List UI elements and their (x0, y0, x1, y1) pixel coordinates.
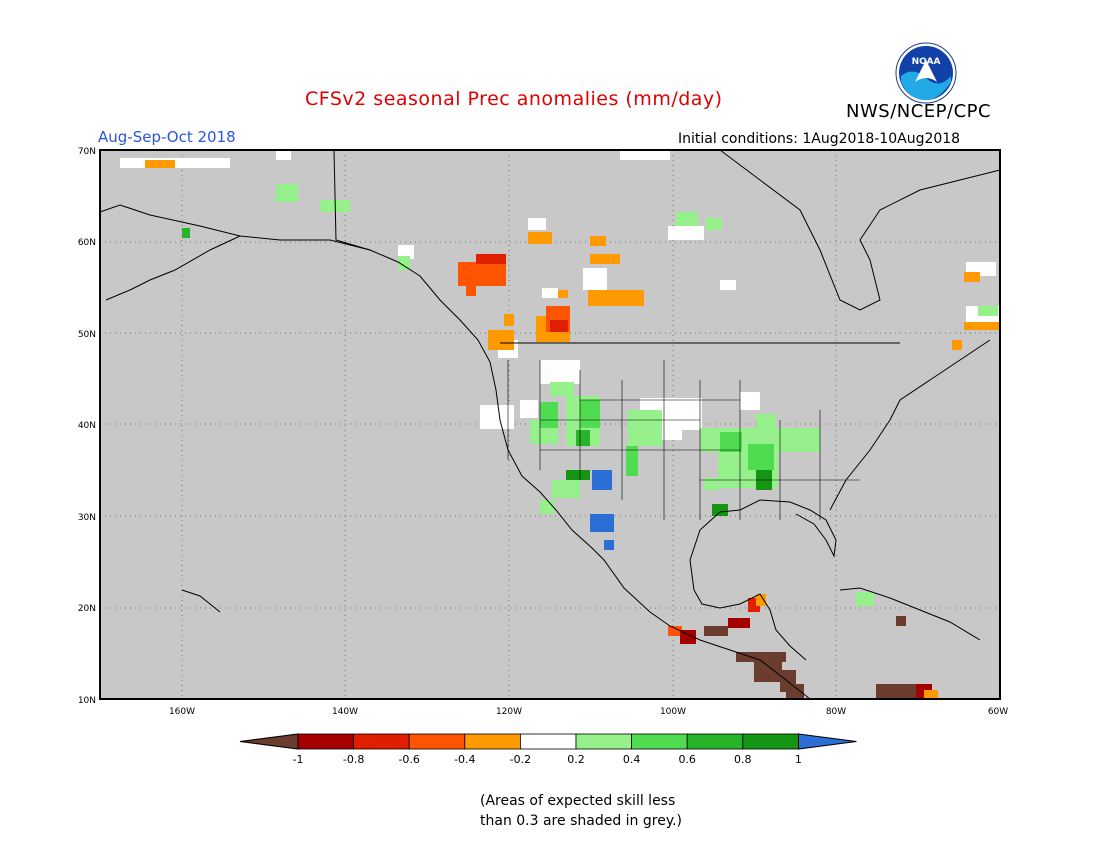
state-borders (507, 360, 860, 520)
colorbar-swatch (742, 733, 799, 750)
skill-footnote: (Areas of expected skill less than 0.3 a… (480, 791, 682, 831)
colorbar-swatch (464, 733, 521, 750)
colorbar-swatch (631, 733, 688, 750)
colorbar-swatch (408, 733, 466, 750)
map-frame (99, 149, 1001, 700)
anomaly-high (590, 470, 614, 550)
lat-tick-label: 40N (78, 421, 96, 431)
chart-title: CFSv2 seasonal Prec anomalies (mm/day) (305, 88, 723, 110)
colorbar: -1 -0.8 -0.6 -0.4 -0.2 0.2 0.4 0.6 0.8 1 (239, 733, 857, 766)
colorbar-label: 0.8 (734, 753, 752, 766)
colorbar-arrow-low (239, 733, 299, 750)
anomaly-near-zero (120, 150, 1000, 440)
colorbar-swatch (353, 733, 410, 750)
latitude-axis: 70N 60N 50N 40N 30N 20N 10N (78, 147, 96, 706)
colorbar-arrow-high (797, 733, 857, 750)
colorbar-label: -0.8 (343, 753, 364, 766)
lon-tick-label: 160W (169, 707, 195, 717)
lat-tick-label: 10N (78, 696, 96, 706)
lat-tick-label: 30N (78, 513, 96, 523)
colorbar-swatch (520, 733, 577, 750)
agency-label: NWS/NCEP/CPC (846, 101, 992, 122)
colorbar-label: -1 (293, 753, 304, 766)
colorbar-swatch (575, 733, 632, 750)
season-label: Aug-Sep-Oct 2018 (98, 128, 236, 146)
lat-tick-label: 50N (78, 330, 96, 340)
colorbar-swatch (686, 733, 744, 750)
lon-tick-label: 120W (496, 707, 522, 717)
lon-tick-label: 100W (660, 707, 686, 717)
footnote-line-1: (Areas of expected skill less (480, 793, 676, 809)
colorbar-label: 0.2 (567, 753, 585, 766)
colorbar-label: 1 (795, 753, 802, 766)
footnote-line-2: than 0.3 are shaded in grey.) (480, 813, 683, 829)
anomaly-positive (182, 184, 998, 606)
coastlines (99, 149, 1001, 700)
lat-tick-label: 70N (78, 147, 96, 157)
colorbar-label: 0.6 (678, 753, 696, 766)
noaa-logo: NOAA (895, 42, 957, 104)
lon-tick-label: 80W (826, 707, 846, 717)
colorbar-label: 0.4 (623, 753, 641, 766)
initial-conditions-label: Initial conditions: 1Aug2018-10Aug2018 (678, 131, 961, 147)
colorbar-label: -0.6 (398, 753, 419, 766)
lat-tick-label: 60N (78, 238, 96, 248)
colorbar-label: -0.4 (454, 753, 475, 766)
lon-tick-label: 140W (332, 707, 358, 717)
colorbar-swatch (297, 733, 354, 750)
longitude-axis: 160W 140W 120W 100W 80W 60W (169, 707, 1008, 717)
lon-tick-label: 60W (988, 707, 1008, 717)
colorbar-label: -0.2 (510, 753, 531, 766)
lat-tick-label: 20N (78, 604, 96, 614)
logo-text: NOAA (912, 57, 941, 67)
